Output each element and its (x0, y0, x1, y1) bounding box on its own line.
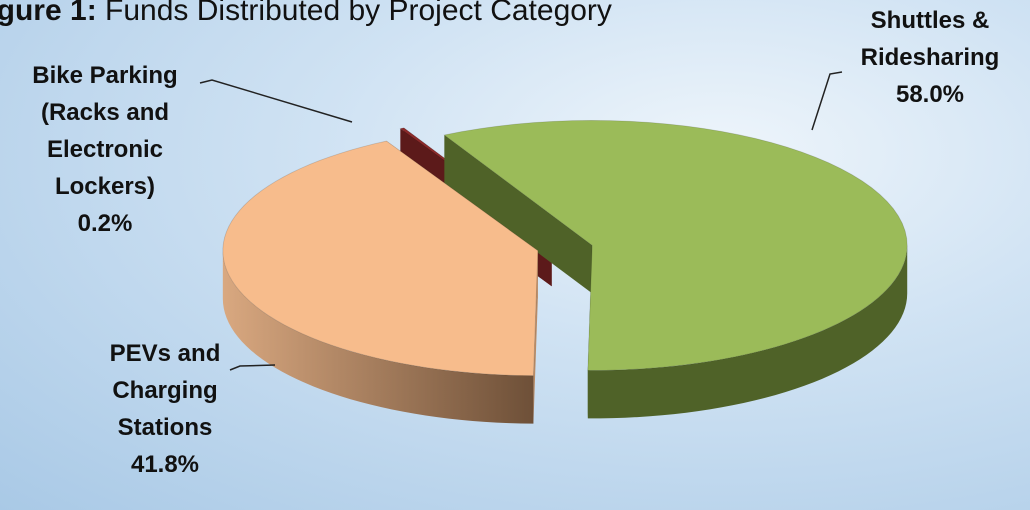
title-text: Funds Distributed by Project Category (105, 0, 612, 27)
title-prefix: Figure 1: (0, 0, 97, 27)
leader-lines (199, 71, 843, 371)
value-label: 0.2% (77, 210, 133, 237)
slice (443, 119, 908, 371)
leader-line (229, 364, 276, 371)
leader-line (811, 71, 843, 131)
slice-wall (444, 135, 593, 294)
category-label: Shuttles & Ridesharing (860, 7, 1000, 71)
category-label: PEVs and Charging Stations (109, 340, 221, 441)
slice-side (587, 245, 908, 419)
category-label: Bike Parking (Racks and Electronic Locke… (32, 62, 178, 200)
slice (222, 140, 539, 377)
slice-label: Shuttles & Ridesharing 58.0% (835, 2, 1025, 113)
value-label: 58.0% (895, 81, 965, 108)
leader-line (199, 79, 353, 123)
slice-label: Bike Parking (Racks and Electronic Locke… (5, 57, 205, 242)
title: Figure 1: Funds Distributed by Project C… (0, 0, 612, 28)
value-label: 41.8% (130, 451, 200, 478)
slice-side (222, 250, 534, 424)
slice-label: PEVs and Charging Stations 41.8% (90, 335, 240, 483)
